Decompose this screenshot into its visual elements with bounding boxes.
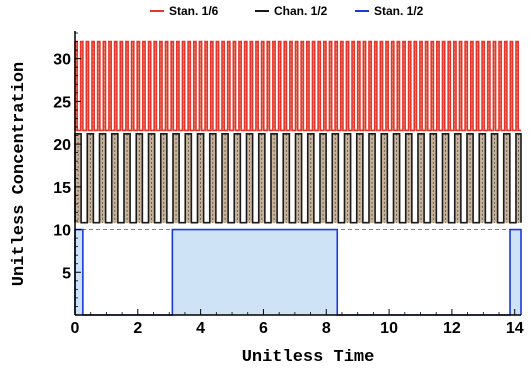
series-2 <box>74 228 522 316</box>
x-tick-label: 6 <box>259 320 268 337</box>
series-line <box>74 133 522 224</box>
series-line <box>74 40 521 132</box>
legend-label: Stan. 1/2 <box>374 4 424 18</box>
y-tick-label: 25 <box>53 94 71 111</box>
plot-lines <box>74 40 522 316</box>
axes: 5 10 15 20 25 30 0 2 4 6 8 10 12 14 <box>53 31 524 337</box>
legend: Stan. 1/6 Chan. 1/2 Stan. 1/2 <box>150 4 424 18</box>
legend-item: Stan. 1/2 <box>355 4 424 18</box>
x-tick-label: 10 <box>380 320 398 337</box>
x-axis-title: Unitless Time <box>242 348 375 367</box>
legend-label: Chan. 1/2 <box>274 4 328 18</box>
y-axis-title: Unitless Concentration <box>10 62 29 286</box>
legend-label: Stan. 1/6 <box>169 4 219 18</box>
series-fill-2 <box>75 229 521 315</box>
x-tick-label: 8 <box>322 320 331 337</box>
y-tick-label: 5 <box>62 265 71 282</box>
y-tick-label: 15 <box>53 180 71 197</box>
x-tick-label: 4 <box>196 320 205 337</box>
x-tick-label: 2 <box>133 320 142 337</box>
y-tick-label: 30 <box>53 52 71 69</box>
x-tick-label: 12 <box>443 320 461 337</box>
series-1 <box>74 133 522 224</box>
x-tick-label: 14 <box>506 320 524 337</box>
series-0 <box>74 40 521 132</box>
y-tick-label: 20 <box>53 137 71 154</box>
pulse-fill <box>510 229 521 315</box>
series-line <box>74 228 522 316</box>
legend-item: Chan. 1/2 <box>255 4 328 18</box>
pulse-fill <box>172 229 338 315</box>
legend-item: Stan. 1/6 <box>150 4 219 18</box>
y-tick-label: 10 <box>53 223 71 240</box>
x-tick-label: 0 <box>71 320 80 337</box>
